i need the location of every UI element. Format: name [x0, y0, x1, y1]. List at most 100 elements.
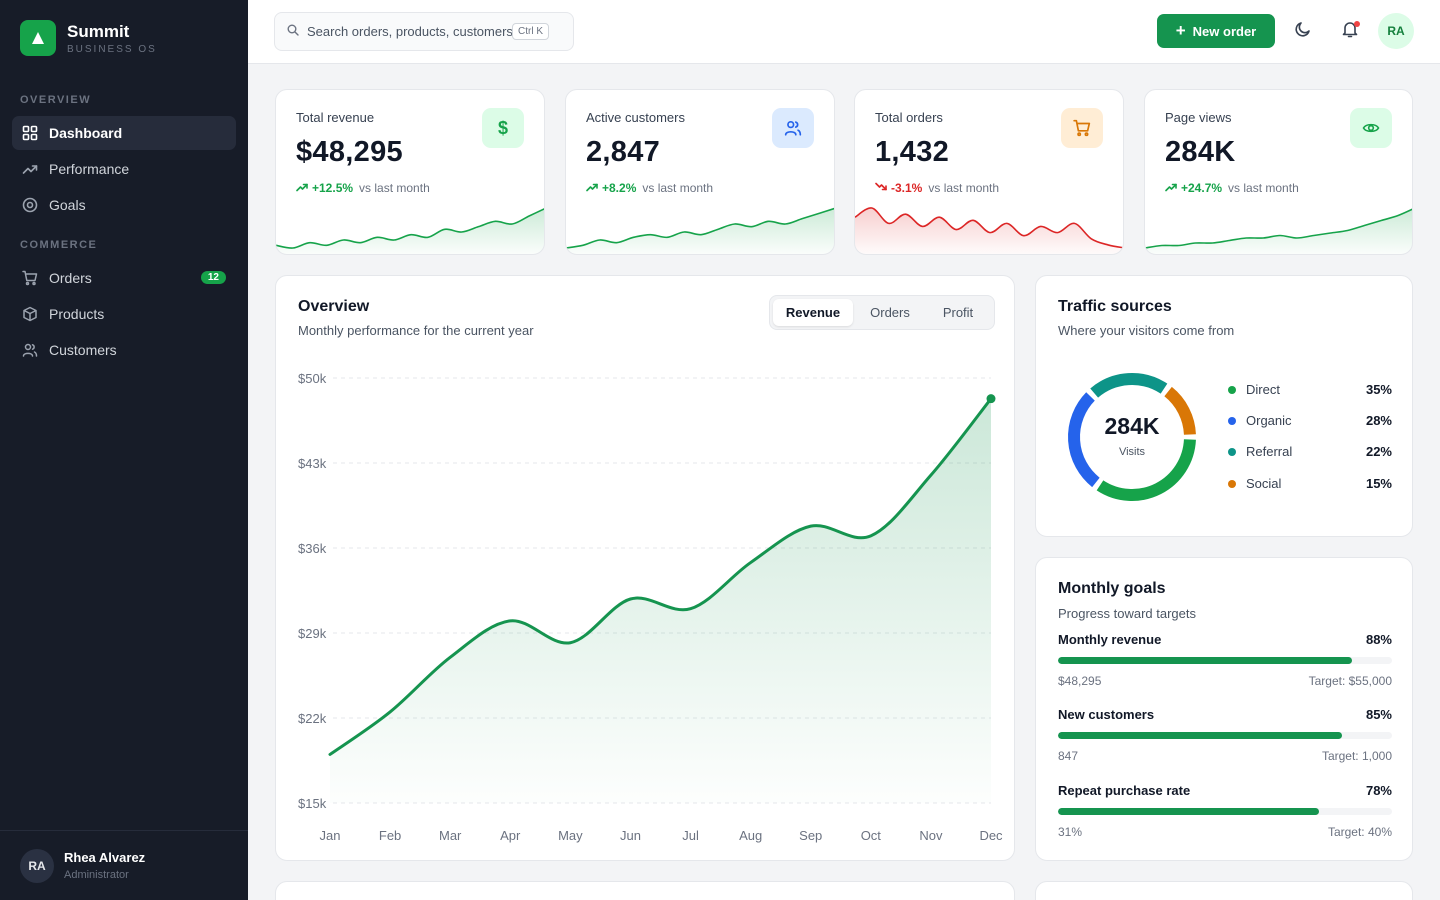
dollar-icon: $ — [482, 108, 524, 148]
y-tick-label: $36k — [298, 541, 327, 556]
section-label-commerce: COMMERCE — [20, 239, 98, 251]
user-name: Rhea Alvarez — [64, 850, 146, 865]
x-tick-label: Jun — [620, 828, 641, 843]
revenue-area — [330, 398, 991, 803]
x-tick-label: Mar — [439, 828, 462, 843]
users-icon — [772, 108, 814, 148]
sidebar-item-dashboard[interactable]: Dashboard — [12, 116, 236, 150]
donut-slice-social — [1164, 386, 1196, 436]
search-box[interactable]: Ctrl K — [274, 12, 574, 51]
kpi-trend: -3.1% vs last month — [875, 181, 999, 195]
kpi-comparison: vs last month — [642, 181, 714, 195]
legend-dot — [1228, 479, 1236, 488]
goal-progress-bar — [1058, 732, 1392, 739]
goal-progress-fill — [1058, 808, 1319, 815]
kpi-delta: +12.5% — [312, 181, 354, 195]
kpi-value: 2,847 — [586, 136, 661, 168]
logo-icon — [20, 20, 56, 56]
kpi-trend: +12.5% vs last month — [296, 181, 430, 195]
kpi-card-page-views[interactable]: Page views 284K +24.7% vs last month — [1144, 89, 1413, 255]
sidebar-item-performance[interactable]: Performance — [12, 152, 236, 186]
goal-name: New customers — [1058, 707, 1155, 722]
new-order-button[interactable]: + New order — [1157, 14, 1275, 48]
sidebar-item-label: Products — [49, 306, 105, 322]
legend-value: 15% — [1365, 476, 1392, 491]
bottom-card-right — [1035, 881, 1413, 900]
donut-slice-direct — [1096, 439, 1196, 501]
kpi-card-customers[interactable]: Active customers 2,847 +8.2% vs last mon… — [565, 89, 835, 255]
user-avatar-button[interactable]: RA — [1378, 13, 1414, 49]
tab-profit[interactable]: Profit — [942, 305, 974, 320]
goal-monthly-revenue: Monthly revenue 88% $48,295 Target: $55,00… — [1058, 632, 1392, 688]
revenue-point — [986, 394, 996, 404]
kpi-comparison: vs last month — [928, 181, 1000, 195]
notification-dot — [1354, 21, 1360, 27]
notifications-button[interactable] — [1339, 20, 1361, 42]
tab-orders[interactable]: Orders — [870, 305, 910, 320]
kpi-card-orders[interactable]: Total orders 1,432 -3.1% vs last month — [854, 89, 1124, 255]
donut-slice-referral — [1090, 373, 1168, 398]
x-tick-label: Oct — [861, 828, 882, 843]
sidebar: Summit BUSINESS OS OVERVIEW Dashboard Pe… — [0, 0, 248, 900]
goal-percent: 85% — [1365, 707, 1392, 722]
kpi-trend: +24.7% vs last month — [1165, 181, 1299, 195]
cart-icon — [1061, 108, 1103, 148]
kpi-label: Active customers — [586, 110, 685, 125]
legend-item-social: Social 15% — [1228, 476, 1392, 491]
theme-toggle-button[interactable] — [1292, 20, 1314, 42]
target-icon — [22, 197, 38, 213]
sparkline-page-views — [1145, 208, 1412, 254]
legend-dot — [1228, 385, 1236, 394]
sparkline-orders — [855, 207, 1123, 254]
kpi-card-revenue[interactable]: Total revenue $48,295 +12.5% vs last mon… — [275, 89, 545, 255]
traffic-title: Traffic sources — [1058, 298, 1172, 315]
sparkline-line — [855, 207, 1123, 249]
user-role: Administrator — [64, 869, 129, 881]
sparkline-line — [276, 208, 544, 249]
topbar: Ctrl K + New order RA — [248, 0, 1440, 64]
orders-count-badge: 12 — [200, 271, 226, 284]
bottom-card-left — [275, 881, 1015, 900]
sidebar-item-customers[interactable]: Customers — [12, 333, 236, 367]
legend-label: Referral — [1246, 444, 1293, 459]
sidebar-item-goals[interactable]: Goals — [12, 188, 236, 222]
kpi-value: $48,295 — [296, 136, 403, 168]
kpi-label: Total revenue — [296, 110, 375, 125]
sidebar-item-orders[interactable]: Orders 12 — [12, 261, 236, 295]
donut-center-label: Visits — [1118, 446, 1146, 458]
kpi-label: Total orders — [875, 110, 943, 125]
sidebar-item-products[interactable]: Products — [12, 297, 236, 331]
eye-icon — [1350, 108, 1392, 148]
tab-revenue[interactable]: Revenue — [773, 299, 853, 326]
brand-title: Summit — [67, 21, 130, 41]
goal-target: Target: 1,000 — [1321, 749, 1392, 763]
sparkline-area — [1145, 209, 1412, 254]
x-tick-label: Dec — [979, 828, 1003, 843]
sidebar-item-label: Goals — [49, 197, 86, 213]
x-tick-label: May — [558, 828, 583, 843]
user-profile[interactable]: RA Rhea Alvarez Administrator — [0, 830, 248, 900]
legend-dot — [1228, 447, 1236, 456]
revenue-area-chart: $15k $22k $29k $36k $43k $50k Jan Feb Mar Apr May J… — [298, 371, 1003, 843]
kpi-label: Page views — [1165, 110, 1232, 125]
sparkline-line — [566, 207, 834, 249]
box-icon — [22, 306, 38, 322]
x-tick-label: Jan — [320, 828, 341, 843]
sidebar-item-label: Performance — [49, 161, 130, 177]
metric-tabs: Revenue Orders Profit — [769, 295, 995, 330]
sidebar-item-label: Customers — [49, 342, 117, 358]
monthly-goals-card: Monthly goals Progress toward targets Mo… — [1035, 557, 1413, 861]
goal-progress-bar — [1058, 808, 1392, 815]
goal-percent: 88% — [1365, 632, 1392, 647]
goal-progress-fill — [1058, 732, 1342, 739]
overview-subtitle: Monthly performance for the current year — [298, 323, 534, 338]
search-input[interactable] — [307, 24, 512, 39]
legend-value: 22% — [1365, 444, 1392, 459]
trend-down-icon — [875, 181, 887, 195]
legend-label: Direct — [1246, 382, 1280, 397]
trend-up-icon — [1165, 181, 1177, 195]
users-icon — [22, 342, 38, 358]
kpi-comparison: vs last month — [359, 181, 430, 195]
brand[interactable]: Summit BUSINESS OS — [20, 20, 157, 56]
legend-value: 35% — [1365, 382, 1392, 397]
